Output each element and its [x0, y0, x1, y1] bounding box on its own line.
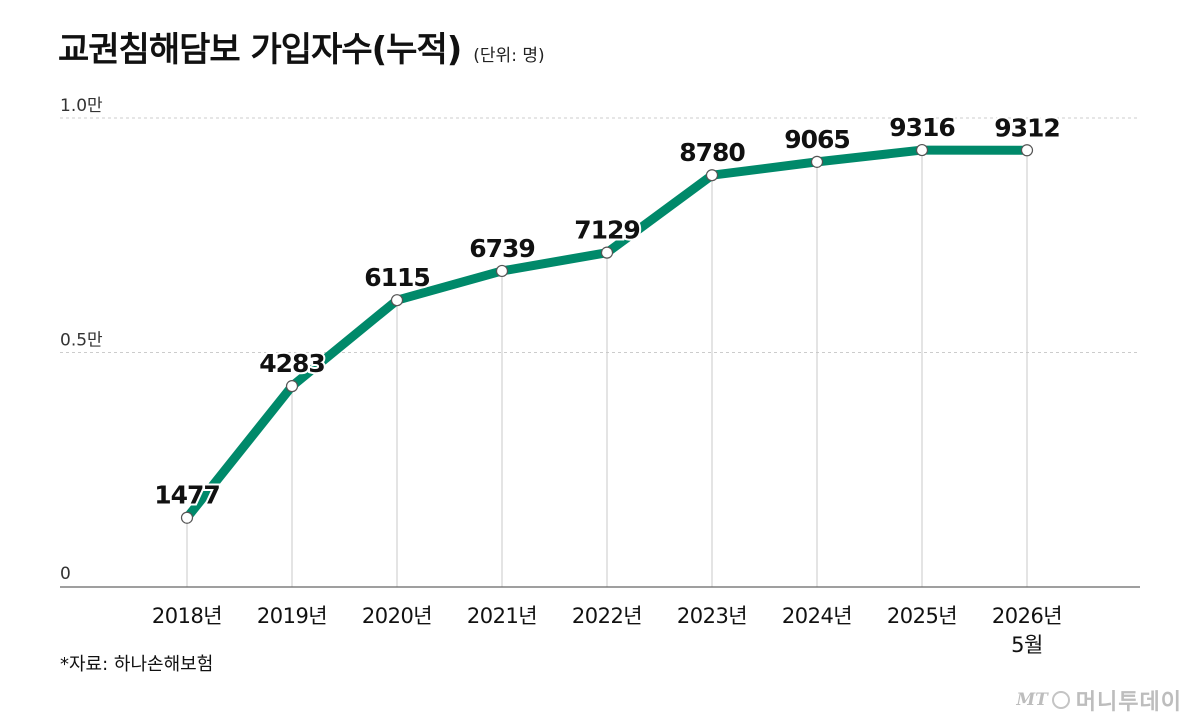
data-point	[915, 143, 929, 157]
data-label: 4283	[259, 349, 325, 378]
y-tick-label: 1.0만	[60, 96, 103, 116]
y-tick-label: 0	[60, 564, 71, 584]
y-tick-label: 0.5만	[60, 331, 103, 351]
publisher-watermark: MT 머니투데이	[1016, 684, 1182, 716]
data-label: 6739	[469, 234, 535, 263]
data-label: 9316	[889, 113, 955, 142]
data-label: 6115	[364, 263, 430, 292]
unit-label: (단위: 명)	[473, 46, 545, 66]
publisher-logo-icon	[1051, 691, 1070, 709]
data-point	[285, 380, 299, 393]
data-label: 7129	[574, 216, 640, 245]
chart-header: 교권침해담보 가입자수(누적) (단위: 명)	[58, 22, 545, 71]
data-point	[180, 511, 194, 524]
x-tick-label: 2023년	[677, 604, 747, 628]
source-note: *자료: 하나손해보험	[60, 654, 214, 675]
data-label: 1477	[154, 481, 220, 510]
data-point	[600, 246, 614, 259]
data-point	[390, 294, 404, 307]
data-label: 8780	[679, 138, 745, 167]
publisher-logo: MT	[1016, 690, 1048, 710]
x-tick-label: 2024년	[782, 604, 852, 628]
x-tick-label: 2021년	[467, 604, 537, 628]
data-point	[810, 155, 824, 168]
x-tick-label: 2019년	[257, 604, 327, 628]
chart-title: 교권침해담보 가입자수(누적)	[58, 30, 462, 70]
data-point	[705, 169, 719, 182]
data-point	[495, 264, 509, 278]
publisher-name: 머니투데이	[1075, 690, 1182, 715]
x-tick-label: 2025년	[887, 604, 957, 628]
x-tick-label: 2020년	[362, 604, 432, 628]
data-label: 9065	[784, 125, 850, 154]
data-label: 9312	[994, 113, 1060, 142]
x-tick-label: 2022년	[572, 604, 642, 628]
x-tick-label: 2026년 5월	[992, 604, 1062, 657]
data-point	[1020, 144, 1034, 157]
x-tick-label: 2018년	[152, 604, 222, 628]
